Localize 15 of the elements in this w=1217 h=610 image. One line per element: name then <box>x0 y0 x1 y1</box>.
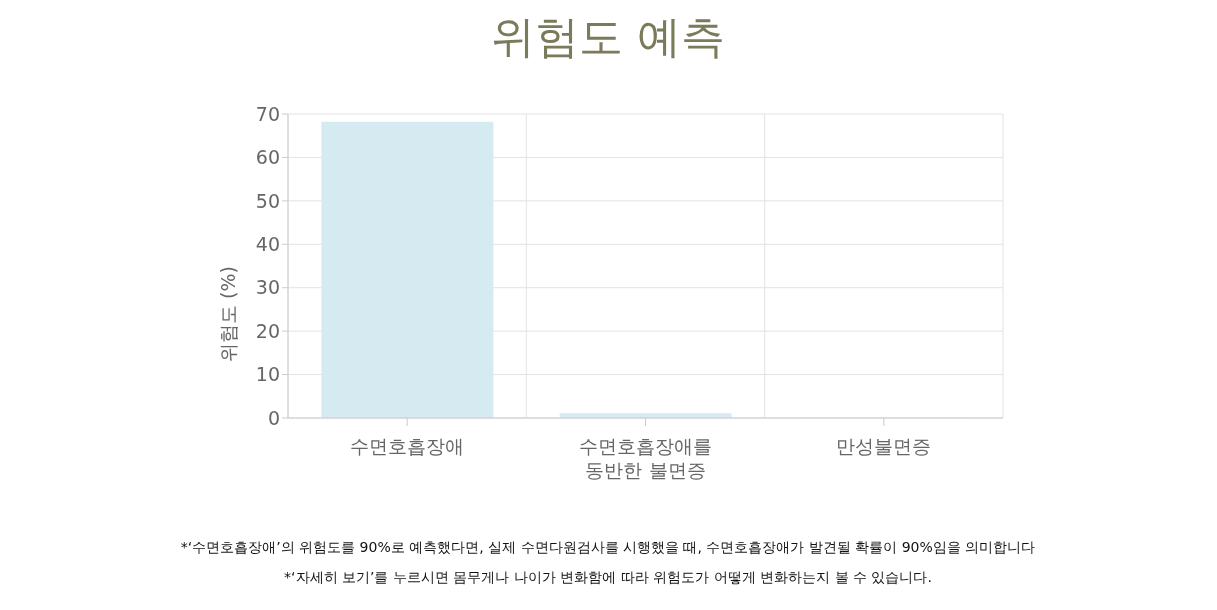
x-tick-label: 수면호흡장애를 동반한 불면증 <box>579 435 712 481</box>
y-tick-label: 10 <box>255 363 280 386</box>
y-tick-label: 70 <box>255 102 280 125</box>
y-tick-label: 40 <box>255 233 280 256</box>
y-axis-title: 위험도 (%) <box>216 266 239 362</box>
text: *‘수면호흡장애’의 위험도를 90%로 예측했다면, 실제 수면다원검사를 시행했을 때, 수면호흡장애가 발견될 확률이 90%임을 의미합니다 <box>179 538 1037 557</box>
x-tick-label: 만성불면증 <box>836 435 932 457</box>
y-tick-label: 20 <box>255 319 280 342</box>
chart-title: 위험도 예측 <box>490 10 726 64</box>
y-tick-label: 0 <box>267 406 280 429</box>
y-tick-label: 30 <box>255 276 280 299</box>
text: *‘자세히 보기’를 누르시면 몸무게나 나이가 변화함에 따라 위험도가 어떻게 변화하는지 볼 수 있습니다. <box>283 568 933 587</box>
y-tick-label: 50 <box>255 189 280 212</box>
x-tick-label: 수면호흡장애 <box>350 435 465 457</box>
y-tick-label: 60 <box>255 146 280 169</box>
